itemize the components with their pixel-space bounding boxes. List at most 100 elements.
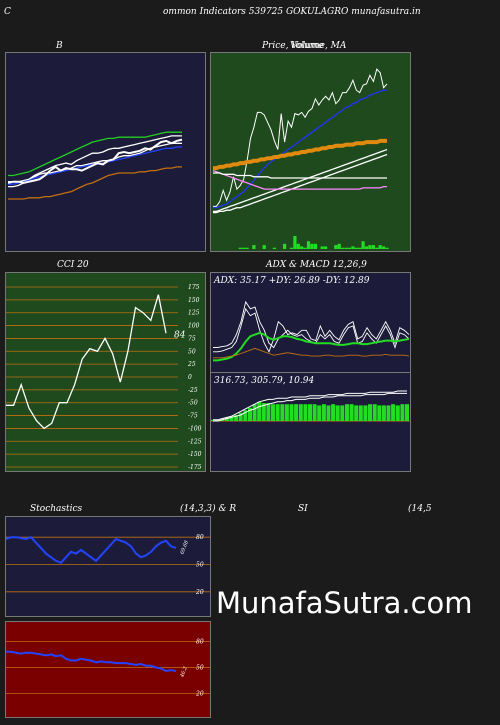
price-title: Price, Volume, MA	[262, 41, 347, 51]
macd-hist-bar	[303, 404, 308, 421]
macd-panel	[210, 372, 411, 472]
volume-bar	[324, 246, 328, 249]
macd-hist-bar	[275, 404, 280, 421]
macd-hist-bar	[248, 407, 252, 421]
adx-series-0	[213, 307, 410, 353]
macd-hist-bar	[243, 410, 248, 421]
macd-hist-bar	[345, 404, 349, 421]
macd-hist-bar	[391, 404, 396, 421]
rsi-tick-label: 50	[196, 665, 204, 672]
macd-hist-bar	[335, 405, 340, 421]
adx-chart	[213, 300, 410, 362]
volume-bar	[303, 247, 307, 249]
volume-bar	[313, 243, 317, 249]
macd-hist-bar	[229, 416, 234, 421]
volume-bar	[289, 247, 294, 249]
volume-bar	[293, 236, 297, 249]
volume-bar	[385, 247, 389, 249]
price-ma-chart	[212, 68, 389, 249]
bollinger-series-1	[8, 135, 182, 188]
macd-hist-bar	[298, 404, 303, 421]
macd-hist-bar	[252, 404, 257, 421]
cci-tick-label: -50	[188, 400, 198, 407]
macd-signal-line	[213, 392, 407, 422]
macd-hist-bar	[321, 404, 326, 421]
volume-bar	[334, 245, 338, 249]
stoch-line	[5, 536, 177, 564]
volume-bar	[368, 245, 372, 249]
macd-hist-bar	[372, 404, 377, 421]
macd-hist-bar	[261, 403, 266, 421]
rsi-panel	[5, 621, 211, 718]
cci-tick-label: 25	[187, 361, 196, 368]
stoch-tick-label: 20	[195, 589, 204, 596]
stoch-tick-label: 80	[196, 534, 204, 541]
macd-hist-bar	[377, 405, 382, 421]
adx-series-3	[213, 347, 410, 359]
cci-tick-label: 0	[188, 374, 192, 381]
volume-bar	[375, 247, 379, 249]
price-series-5	[212, 169, 387, 190]
price-series-2	[213, 148, 388, 213]
macd-hist-bar	[234, 415, 239, 421]
volume-bar	[341, 247, 345, 249]
cci-panel	[5, 272, 206, 472]
cci-tick-label: 75	[188, 335, 196, 342]
stoch-title-left: Stochastics	[30, 504, 83, 514]
macd-hist-bar	[211, 419, 215, 421]
volume-bar	[245, 247, 249, 249]
cci-tick-label: -175	[188, 464, 202, 471]
volume-bar	[272, 247, 276, 249]
cci-tick-label: -125	[188, 438, 202, 445]
macd-hist-bar	[289, 404, 294, 421]
adx-series-1	[213, 300, 410, 349]
cci-tick-label: -150	[188, 451, 202, 458]
macd-hist-bar	[238, 412, 243, 421]
rsi-chart: 80 50 20 46.2	[6, 638, 210, 698]
volume-bar	[320, 246, 324, 249]
volume-bar	[361, 241, 365, 249]
cci-tick-label: 100	[188, 323, 200, 330]
macd-hist-bar	[358, 405, 363, 421]
stoch-tick-label: 50	[196, 562, 204, 569]
macd-hist-bar	[326, 405, 331, 421]
bollinger-chart	[7, 131, 183, 200]
volume-bar	[242, 247, 246, 249]
price-series-6	[213, 172, 387, 179]
cci-tick-label: -75	[188, 413, 198, 420]
volume-bar	[371, 245, 375, 249]
cci-tick-label: -25	[188, 387, 198, 394]
macd-chart	[211, 390, 410, 422]
macd-hist-bar	[405, 404, 409, 421]
watermark: MunafaSutra.com	[216, 586, 473, 620]
macd-hist-bar	[395, 405, 400, 421]
rsi-last-label: 46.2	[179, 666, 189, 679]
cci-chart: 175 150 125 100 75 50 25 0 -25 -50 -75 -100 -125 -150…	[6, 284, 202, 471]
volume-bar	[358, 247, 362, 249]
volume-bar	[306, 241, 311, 249]
macd-hist-bar	[386, 405, 391, 421]
rsi-line	[6, 650, 177, 673]
stoch-last-label: 69.68	[179, 540, 190, 556]
cci-title: CCI 20	[57, 260, 89, 270]
macd-hist-bar	[317, 405, 322, 421]
bollinger-panel	[5, 52, 206, 252]
page-title: ommon Indicators 539725 GOKULAGRO munafa…	[163, 7, 421, 17]
volume-bar	[344, 247, 348, 249]
adx-readout: ADX: 35.17 +DY: 26.89 -DY: 12.89	[214, 276, 370, 286]
macd-line	[213, 390, 407, 421]
macd-hist-bar	[284, 404, 289, 421]
macd-hist-bar	[257, 401, 262, 421]
macd-hist-bar	[294, 404, 299, 421]
macd-hist-bar	[224, 417, 229, 421]
rsi-title-left: SI	[298, 504, 308, 514]
macd-hist-bar	[266, 403, 271, 421]
macd-hist-bar	[340, 405, 345, 421]
rsi-title-right: (14,5	[408, 504, 432, 514]
cci-tick-label: 175	[188, 284, 200, 291]
macd-readout: 316.73, 305.79, 10.94	[214, 376, 315, 386]
volume-bar	[238, 247, 242, 249]
bollinger-title: B	[56, 41, 63, 51]
macd-hist-bar	[312, 404, 317, 421]
cci-tick-label: 150	[188, 297, 200, 304]
